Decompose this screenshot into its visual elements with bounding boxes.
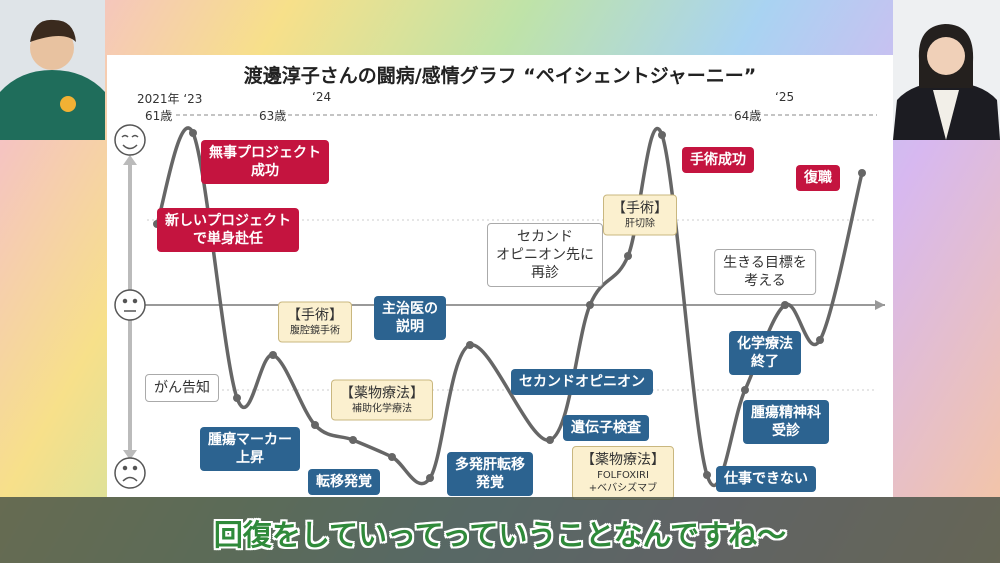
curve-point — [858, 169, 866, 177]
participant-video — [0, 0, 105, 140]
label-line: がん告知 — [154, 380, 210, 396]
label-line: 遺伝子検査 — [571, 420, 641, 436]
curve-point — [624, 252, 632, 260]
label-line: 【薬物療法】 — [581, 452, 665, 468]
slide-title: 渡邊淳子さんの闘病/感情グラフ “ペイシェントジャーニー” — [243, 65, 757, 87]
curve-point — [586, 301, 594, 309]
positive-event: 手術成功 — [682, 147, 754, 173]
slide: 渡邊淳子さんの闘病/感情グラフ “ペイシェントジャーニー” 2021年 ‘23 … — [107, 55, 893, 500]
label-line: 説明 — [396, 319, 424, 335]
label-line: 補助化学療法 — [352, 403, 412, 415]
label-line: オピニオン先に — [496, 247, 594, 263]
label-line: 受診 — [772, 423, 800, 439]
label-line: 転移発覚 — [316, 474, 372, 490]
age-label: 61歳 — [143, 107, 175, 124]
positive-event: 復職 — [796, 165, 840, 191]
label-line: 成功 — [251, 163, 279, 179]
curve-point — [466, 341, 474, 349]
label-line: 発覚 — [476, 475, 504, 491]
year-label: 2021年 ‘23 — [137, 92, 203, 106]
treatment: 【手術】 腹腔鏡手術 — [278, 301, 352, 343]
positive-event: 無事プロジェクト 成功 — [201, 140, 329, 184]
label-line: 腫瘍精神科 — [751, 405, 821, 421]
curve-point — [388, 453, 396, 461]
year-label: ‘24 — [312, 90, 332, 104]
positive-event: 新しいプロジェクト で単身赴任 — [157, 208, 299, 252]
curve-points — [153, 129, 866, 482]
label-line: FOLFOXIRI — [597, 470, 649, 481]
event: 主治医の 説明 — [374, 296, 446, 340]
label-line: セカンド — [517, 229, 573, 245]
label-line: 腹腔鏡手術 — [290, 325, 340, 337]
label-line: 肝切除 — [625, 218, 655, 230]
participant-figure — [893, 0, 1000, 140]
age-label: 63歳 — [257, 107, 289, 124]
label-line: 新しいプロジェクト — [165, 213, 291, 229]
curve-point — [741, 386, 749, 394]
participant-video — [893, 0, 1000, 140]
label-line: 化学療法 — [737, 336, 793, 352]
thought: がん告知 — [145, 374, 219, 402]
label-line: 生きる目標を — [723, 255, 807, 271]
face-icons — [114, 124, 146, 489]
label-line: 腫瘍マーカー — [208, 432, 292, 448]
treatment: 【薬物療法】 FOLFOXIRI +ベバシズマブ — [572, 446, 674, 500]
event: 多発肝転移 発覚 — [447, 452, 533, 496]
curve-point — [816, 336, 824, 344]
curve-point — [781, 301, 789, 309]
label-line: 仕事できない — [724, 471, 808, 487]
label-line: 手術成功 — [690, 152, 746, 168]
label-line: 復職 — [804, 170, 832, 186]
label-line: セカンドオピニオン — [519, 374, 645, 390]
label-line: 【薬物療法】 — [340, 385, 424, 402]
label-line: +ベバシズマブ — [588, 483, 658, 494]
caption-band — [0, 497, 1000, 563]
event: 腫瘍マーカー 上昇 — [200, 427, 300, 471]
label-line: で単身赴任 — [193, 231, 263, 247]
event: セカンドオピニオン — [511, 369, 653, 395]
label-line: 多発肝転移 — [455, 457, 525, 473]
curve-point — [269, 351, 277, 359]
curve-point — [546, 436, 554, 444]
caption: 回復をしていってっていうことなんですね～ — [213, 518, 787, 552]
curve-point — [189, 129, 197, 137]
label-line: 終了 — [751, 354, 779, 370]
curve-point — [658, 131, 666, 139]
x-axis-arrow — [875, 300, 885, 310]
event: 遺伝子検査 — [563, 415, 649, 441]
label-line: 無事プロジェクト — [209, 145, 321, 161]
treatment: 【手術】 肝切除 — [603, 194, 677, 236]
treatment: 【薬物療法】 補助化学療法 — [331, 379, 433, 421]
label-line: 【手術】 — [287, 307, 343, 324]
age-label: 64歳 — [732, 107, 764, 124]
curve-point — [703, 471, 711, 479]
label-line: 考える — [744, 273, 786, 289]
event: 腫瘍精神科 受診 — [743, 400, 829, 444]
year-label: ‘25 — [775, 90, 795, 104]
curve-point — [426, 474, 434, 482]
label-line: 上昇 — [236, 450, 264, 466]
label-line: 再診 — [531, 265, 559, 281]
label-line: 【手術】 — [612, 200, 668, 217]
event: 仕事できない — [716, 466, 816, 492]
event: 化学療法 終了 — [729, 331, 801, 375]
label-line: 主治医の — [382, 301, 438, 317]
curve-point — [349, 436, 357, 444]
curve-point — [233, 394, 241, 402]
event: 転移発覚 — [308, 469, 380, 495]
curve-point — [311, 421, 319, 429]
participant-figure — [0, 0, 105, 140]
thought: 生きる目標を 考える — [714, 249, 816, 295]
thought: セカンドオピニオン先に 再診 — [487, 223, 603, 287]
